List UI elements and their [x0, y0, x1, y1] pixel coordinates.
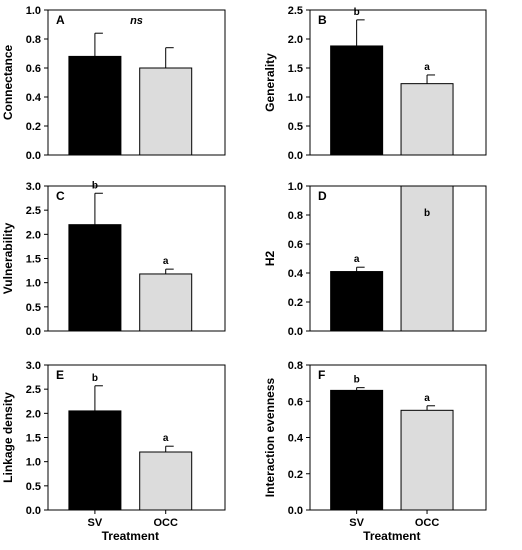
panel-a: 0.0 0.2 0.4 0.6 0.8 1.0 A ns Connectance	[1, 5, 226, 162]
x-axis-label: Treatment	[102, 529, 159, 543]
y-tick-label: 2.0	[288, 34, 303, 46]
bar-sv	[330, 389, 384, 511]
y-tick-label: 1.5	[26, 433, 41, 445]
y-tick-label: 0.8	[288, 210, 303, 222]
y-tick-label: 1.0	[288, 92, 303, 104]
y-tick-label: 2.5	[26, 384, 41, 396]
annotation: ns	[130, 15, 143, 27]
y-tick-label: 0.0	[288, 150, 303, 162]
plot-frame	[47, 9, 226, 156]
significance-letter: a	[424, 62, 430, 73]
significance-letter: b	[354, 7, 360, 18]
y-tick-label: 2.0	[26, 229, 41, 241]
y-tick-label: 1.0	[26, 278, 41, 290]
plot-frame	[309, 9, 487, 156]
bar-occ	[139, 451, 193, 511]
y-tick-label: 0.4	[26, 92, 42, 104]
y-tick-label: 0.6	[288, 239, 303, 251]
y-tick-label: 1.0	[288, 181, 303, 193]
y-tick-label: 1.0	[26, 457, 41, 469]
panel-letter: F	[318, 368, 325, 382]
panel-letter: D	[318, 189, 327, 203]
y-tick-label: 0.8	[26, 34, 41, 46]
y-axis-label: Connectance	[1, 45, 15, 121]
y-tick-label: 2.5	[26, 205, 41, 217]
bar-sv	[68, 410, 122, 511]
y-tick-label: 0.2	[26, 121, 41, 133]
y-tick-label: 0.2	[288, 469, 303, 481]
significance-letter: b	[92, 373, 98, 384]
y-tick-label: 1.5	[288, 63, 303, 75]
panel-letter: C	[56, 189, 65, 203]
bar-occ	[400, 83, 454, 156]
y-tick-label: 0.5	[26, 481, 41, 493]
y-tick-label: 0.4	[288, 268, 304, 280]
x-tick-label: OCC	[153, 517, 178, 529]
plot-frame	[309, 185, 487, 332]
y-tick-label: 0.0	[288, 326, 303, 338]
bar-sv	[330, 45, 384, 156]
y-axis-label: Vulnerability	[1, 222, 15, 294]
y-tick-label: 0.4	[288, 433, 304, 445]
y-tick-label: 0.0	[26, 505, 41, 517]
y-tick-label: 2.5	[288, 5, 303, 17]
y-tick-label: 3.0	[26, 181, 41, 193]
y-axis-label: Linkage density	[1, 392, 15, 483]
bar-sv	[68, 224, 122, 332]
bar-occ	[400, 185, 454, 332]
x-tick-label: SV	[349, 517, 364, 529]
panel-c: 0.0 0.5 1.0 1.5 2.0 2.5 3.0 b a C Vulnerability	[1, 180, 226, 338]
y-tick-label: 0.8	[288, 360, 303, 372]
significance-letter: b	[354, 375, 360, 386]
bar-sv	[68, 55, 122, 156]
significance-letter: b	[92, 180, 98, 191]
y-tick-label: 1.5	[26, 254, 41, 266]
significance-letter: a	[424, 393, 430, 404]
y-tick-label: 1.0	[26, 5, 41, 17]
y-tick-label: 3.0	[26, 360, 41, 372]
y-tick-label: 0.2	[288, 297, 303, 309]
panel-d: 0.0 0.2 0.4 0.6 0.8 1.0 a b D H2	[263, 181, 487, 338]
y-tick-label: 0.0	[26, 326, 41, 338]
significance-letter: b	[424, 208, 430, 219]
panel-e: 0.0 0.5 1.0 1.5 2.0 2.5 3.0 b SV a OCC E Linkage den…	[1, 360, 226, 543]
significance-letter: a	[163, 256, 169, 267]
y-axis-label: H2	[263, 251, 277, 267]
bar-occ	[139, 67, 193, 156]
bar-occ	[400, 409, 454, 511]
y-tick-label: 0.6	[288, 396, 303, 408]
x-tick-label: SV	[88, 517, 103, 529]
x-axis-label: Treatment	[363, 529, 420, 543]
y-tick-label: 0.5	[26, 302, 41, 314]
panel-b: 0.0 0.5 1.0 1.5 2.0 2.5 b a B Generality	[263, 5, 487, 162]
y-tick-label: 0.0	[26, 150, 41, 162]
y-tick-label: 2.0	[26, 408, 41, 420]
bar-sv	[330, 271, 384, 332]
significance-letter: a	[163, 433, 169, 444]
bar-occ	[139, 273, 193, 332]
y-tick-label: 0.5	[288, 121, 303, 133]
y-tick-label: 0.0	[288, 505, 303, 517]
y-axis-label: Interaction evenness	[263, 377, 277, 497]
significance-letter: a	[354, 254, 360, 265]
y-tick-label: 0.6	[26, 63, 41, 75]
panel-letter: B	[318, 13, 327, 27]
panel-f: 0.0 0.2 0.4 0.6 0.8 b SV a OCC F Interaction evenn…	[263, 360, 487, 543]
panel-letter: A	[56, 13, 65, 27]
x-tick-label: OCC	[415, 517, 440, 529]
y-axis-label: Generality	[263, 53, 277, 112]
panel-letter: E	[56, 368, 64, 382]
